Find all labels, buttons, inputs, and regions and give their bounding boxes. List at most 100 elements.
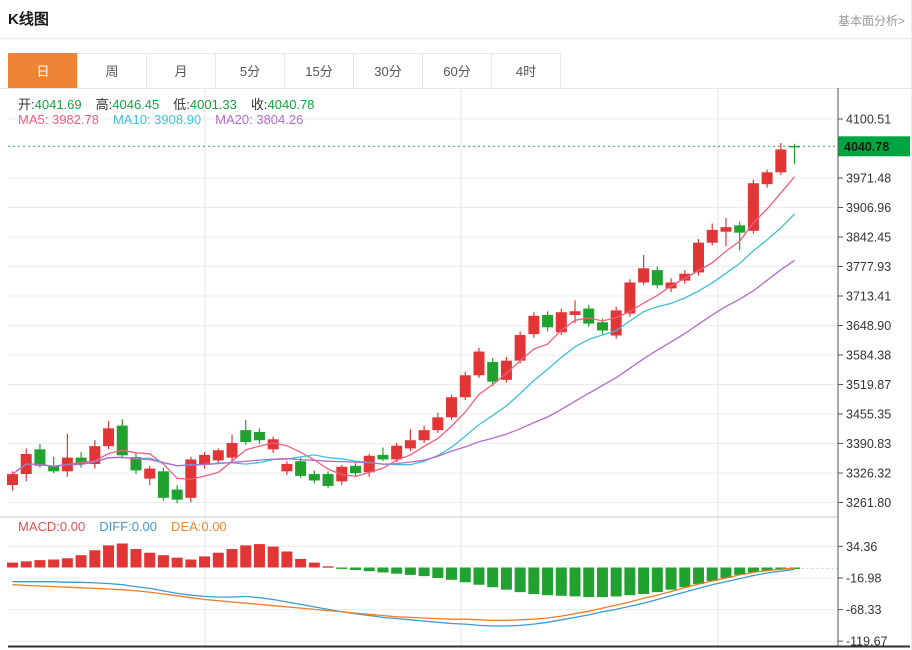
macd-bar-positive	[240, 545, 252, 568]
macd-bar-positive	[75, 555, 87, 568]
candle-up	[555, 312, 567, 333]
candle-down	[596, 322, 608, 331]
macd-bar-negative	[706, 567, 718, 582]
current-price-tag: 4040.78	[838, 136, 910, 157]
macd-bar-positive	[61, 558, 73, 568]
tab-month[interactable]: 月	[146, 53, 216, 89]
candle-down	[171, 489, 183, 500]
tab-5min[interactable]: 5分	[215, 53, 285, 89]
candle-up	[363, 455, 375, 473]
macd-bar-positive	[281, 551, 293, 568]
axis-tick-label: 3906.96	[846, 201, 891, 215]
tab-15min[interactable]: 15分	[284, 53, 354, 89]
axis-tick-label: 3261.80	[846, 496, 891, 510]
macd-bar-negative	[720, 567, 732, 578]
candle-up	[775, 149, 787, 173]
candle-up	[103, 428, 115, 447]
macd-bar-negative	[624, 567, 636, 596]
candle-up	[459, 375, 471, 398]
candle-up	[693, 242, 704, 273]
candle-down	[734, 225, 746, 233]
macd-bar-positive	[116, 543, 128, 568]
axis-tick-label: 34.36	[846, 540, 877, 554]
macd-bar-negative	[542, 567, 554, 596]
ma10-line	[12, 213, 796, 475]
macd-bar-negative	[363, 567, 375, 572]
candle-up	[267, 439, 279, 450]
macd-bar-positive	[253, 544, 265, 568]
macd-bar-positive	[267, 546, 279, 568]
macd-bar-negative	[459, 567, 471, 583]
candle-down	[240, 430, 252, 443]
macd-bar-negative	[693, 567, 704, 585]
candle-up	[679, 273, 691, 281]
macd-bar-negative	[734, 567, 746, 575]
macd-bar-negative	[500, 567, 512, 590]
candle-up	[500, 360, 512, 380]
dea-line	[12, 567, 795, 622]
macd-bar-negative	[761, 567, 773, 571]
macd-bar-negative	[665, 567, 677, 590]
chart-region: 4100.51 3971.48 3906.96 3842.45 3777.93 3713.…	[0, 88, 912, 650]
candle-down	[789, 145, 801, 148]
macd-bar-negative	[638, 567, 650, 594]
axis-tick-label: 3519.87	[846, 378, 891, 392]
macd-bar-positive	[171, 557, 183, 568]
axis-tick-label: 3584.38	[846, 349, 891, 363]
candle-up	[528, 315, 540, 335]
macd-bar-negative	[555, 567, 567, 596]
macd-bar-negative	[350, 567, 361, 570]
macd-bar-negative	[610, 567, 622, 597]
tab-week[interactable]: 周	[77, 53, 147, 89]
fundamental-analysis-link[interactable]: 基本面分析>	[837, 14, 905, 28]
candle-up	[418, 430, 430, 441]
ma20-line	[12, 259, 795, 475]
candle-down	[295, 461, 307, 476]
macd-histogram	[7, 543, 801, 598]
axis-tick-label: 3326.32	[846, 466, 891, 480]
macd-bar-positive	[130, 549, 142, 568]
candle-down	[651, 270, 663, 286]
tab-4hour[interactable]: 4时	[491, 53, 561, 89]
candle-up	[212, 450, 224, 461]
macd-bar-negative	[391, 567, 403, 574]
macd-bar-negative	[377, 567, 389, 573]
kline-chart[interactable]: 4100.51 3971.48 3906.96 3842.45 3777.93 3713.…	[0, 88, 912, 650]
candle-down	[48, 465, 60, 472]
candle-up	[638, 268, 650, 283]
candle-up	[7, 474, 18, 486]
price-axis: 4100.51 3971.48 3906.96 3842.45 3777.93 3713.…	[837, 88, 891, 649]
candle-up	[720, 227, 732, 232]
axis-tick-label: 3713.41	[846, 290, 891, 304]
candle-up	[514, 335, 526, 361]
candle-down	[377, 454, 389, 460]
candle-down	[308, 474, 320, 481]
tab-day[interactable]: 日	[8, 53, 78, 89]
tab-60min[interactable]: 60分	[422, 53, 492, 89]
candle-up	[432, 417, 444, 431]
macd-bar-positive	[48, 559, 60, 568]
candle-down	[350, 465, 361, 474]
candle-up	[144, 468, 156, 479]
diff-line	[12, 568, 795, 627]
axis-tick-label: 3842.45	[846, 230, 891, 244]
candle-up	[706, 229, 718, 243]
macd-bar-negative	[747, 567, 759, 573]
candle-down	[542, 314, 554, 328]
axis-tick-label: -119.67	[846, 635, 888, 649]
macd-bar-positive	[7, 562, 18, 568]
page-title: K线图	[8, 11, 49, 28]
axis-tick-label: 3648.90	[846, 319, 891, 333]
period-tabs: 日周月 5分 15分 30分 60分 4时	[0, 53, 911, 89]
axis-tick-label: 3455.35	[846, 407, 891, 421]
tab-30min[interactable]: 30分	[353, 53, 423, 89]
candle-up	[281, 463, 293, 472]
candle-down	[116, 425, 128, 456]
macd-bar-negative	[487, 567, 499, 588]
candle-down	[75, 457, 87, 464]
candles-layer	[7, 143, 801, 504]
macd-bar-negative	[404, 567, 416, 575]
candle-up	[610, 310, 622, 336]
macd-bar-positive	[226, 549, 238, 568]
